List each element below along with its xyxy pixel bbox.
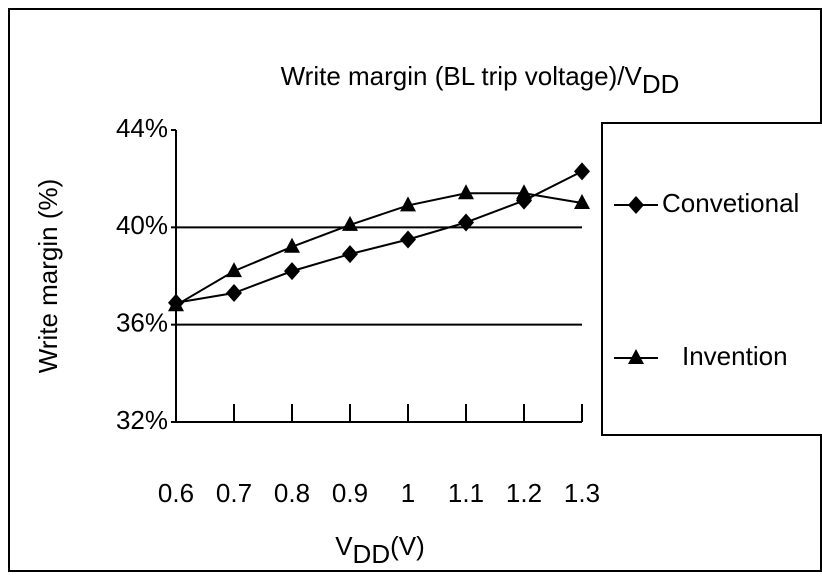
x-tick-label: 0.8	[274, 478, 310, 508]
x-tick-label: 1	[401, 478, 415, 508]
data-point	[400, 196, 416, 212]
y-tick-label: 36%	[116, 308, 168, 338]
xlabel-subscript: DD	[353, 539, 391, 569]
data-point	[458, 184, 474, 200]
data-point	[284, 262, 300, 281]
y-axis-label: Write margin (%)	[33, 179, 63, 374]
title-text: Write margin (BL trip voltage)/V	[281, 61, 643, 91]
legend-label: Convetional	[662, 188, 799, 218]
x-tick-label: 0.7	[216, 478, 252, 508]
legend-marker	[628, 196, 644, 214]
data-point	[342, 245, 358, 264]
data-point	[574, 162, 590, 181]
chart-title: Write margin (BL trip voltage)/VDD	[281, 61, 680, 99]
legend-box	[601, 122, 822, 436]
data-point	[284, 237, 300, 253]
xlabel-text: V	[335, 531, 353, 561]
series-line	[175, 170, 583, 304]
data-point	[574, 194, 590, 209]
data-point	[168, 296, 184, 312]
data-point	[226, 262, 242, 278]
data-point	[458, 213, 474, 232]
x-tick-label: 1.2	[506, 478, 542, 508]
data-point	[400, 230, 416, 249]
title-subscript: DD	[642, 69, 680, 99]
xlabel-suffix: (V)	[390, 531, 425, 561]
data-point	[342, 215, 358, 231]
data-point	[516, 184, 532, 200]
x-axis-label: VDD(V)	[335, 531, 425, 569]
x-tick-label: 1.1	[448, 478, 484, 508]
y-tick-label: 40%	[116, 210, 168, 240]
series-line	[175, 192, 583, 307]
y-tick-label: 44%	[116, 113, 168, 143]
x-tick-label: 1.3	[564, 478, 600, 508]
legend-marker	[628, 349, 644, 364]
y-tick-label: 32%	[116, 405, 168, 435]
legend-label: Invention	[682, 341, 788, 371]
data-point	[226, 284, 242, 303]
x-tick-label: 0.9	[332, 478, 368, 508]
x-tick-label: 0.6	[158, 478, 194, 508]
